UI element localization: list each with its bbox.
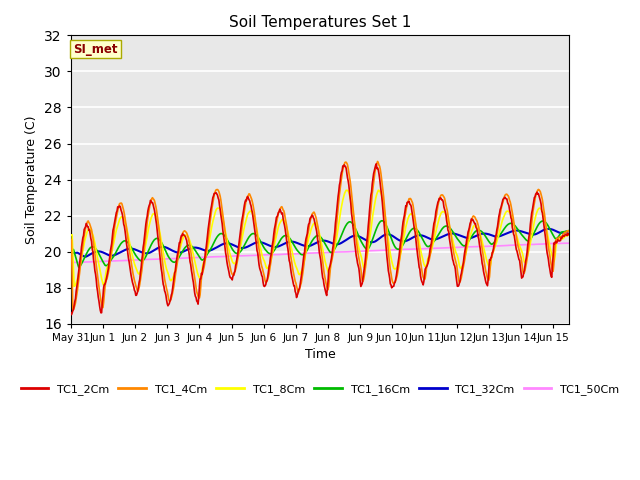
TC1_50Cm <box>563 240 570 246</box>
TC1_4Cm <box>426 257 433 263</box>
TC1_32Cm <box>280 241 287 247</box>
TC1_16Cm <box>67 247 75 252</box>
TC1_4Cm <box>280 208 287 214</box>
TC1_50Cm <box>67 260 75 265</box>
TC1_2Cm <box>70 306 77 312</box>
TC1_8Cm <box>299 265 307 271</box>
TC1_32Cm <box>436 235 444 240</box>
TC1_2Cm <box>437 196 445 202</box>
TC1_32Cm <box>138 249 145 255</box>
TC1_4Cm <box>70 307 77 312</box>
TC1_50Cm <box>436 245 444 251</box>
TC1_8Cm <box>70 284 78 289</box>
TC1_2Cm <box>68 312 76 317</box>
Text: SI_met: SI_met <box>74 43 118 56</box>
TC1_4Cm <box>138 273 145 279</box>
TC1_32Cm <box>69 250 77 256</box>
TC1_16Cm <box>280 233 287 239</box>
TC1_50Cm <box>69 260 77 265</box>
Y-axis label: Soil Temperature (C): Soil Temperature (C) <box>26 115 38 244</box>
TC1_4Cm <box>299 272 307 277</box>
TC1_50Cm <box>138 257 145 263</box>
TC1_2Cm <box>67 310 75 316</box>
TC1_32Cm <box>564 228 572 234</box>
TC1_8Cm <box>69 249 77 254</box>
TC1_32Cm <box>82 254 90 260</box>
TC1_32Cm <box>67 250 75 256</box>
TC1_16Cm <box>75 265 83 271</box>
TC1_16Cm <box>437 227 445 233</box>
Line: TC1_32Cm: TC1_32Cm <box>71 229 568 257</box>
TC1_4Cm <box>67 236 75 242</box>
TC1_8Cm <box>138 266 145 272</box>
TC1_16Cm <box>138 258 145 264</box>
TC1_50Cm <box>70 260 77 265</box>
TC1_50Cm <box>425 246 433 252</box>
TC1_16Cm <box>564 228 572 234</box>
TC1_32Cm <box>299 242 307 248</box>
TC1_2Cm <box>564 232 572 238</box>
X-axis label: Time: Time <box>305 348 335 361</box>
TC1_4Cm <box>374 158 381 164</box>
Line: TC1_50Cm: TC1_50Cm <box>71 243 568 263</box>
TC1_16Cm <box>426 243 433 249</box>
TC1_8Cm <box>564 232 572 238</box>
TC1_8Cm <box>426 253 433 259</box>
TC1_16Cm <box>378 218 386 224</box>
TC1_32Cm <box>545 226 552 232</box>
TC1_16Cm <box>69 247 77 252</box>
TC1_4Cm <box>69 307 77 313</box>
Line: TC1_16Cm: TC1_16Cm <box>71 221 568 268</box>
TC1_2Cm <box>299 264 307 269</box>
Line: TC1_4Cm: TC1_4Cm <box>71 161 568 310</box>
TC1_8Cm <box>437 210 445 216</box>
TC1_4Cm <box>564 228 572 234</box>
TC1_16Cm <box>299 252 307 258</box>
TC1_50Cm <box>564 240 572 246</box>
TC1_8Cm <box>67 232 75 238</box>
TC1_4Cm <box>437 192 445 198</box>
TC1_2Cm <box>372 161 380 167</box>
Title: Soil Temperatures Set 1: Soil Temperatures Set 1 <box>229 15 411 30</box>
TC1_8Cm <box>280 218 287 224</box>
TC1_32Cm <box>425 235 433 241</box>
TC1_2Cm <box>280 219 287 225</box>
Line: TC1_2Cm: TC1_2Cm <box>71 164 568 314</box>
Legend: TC1_2Cm, TC1_4Cm, TC1_8Cm, TC1_16Cm, TC1_32Cm, TC1_50Cm: TC1_2Cm, TC1_4Cm, TC1_8Cm, TC1_16Cm, TC1… <box>16 379 624 399</box>
TC1_2Cm <box>426 254 433 260</box>
TC1_50Cm <box>280 252 287 257</box>
TC1_8Cm <box>374 187 382 193</box>
TC1_50Cm <box>299 251 307 256</box>
Line: TC1_8Cm: TC1_8Cm <box>71 190 568 287</box>
TC1_2Cm <box>138 265 145 271</box>
